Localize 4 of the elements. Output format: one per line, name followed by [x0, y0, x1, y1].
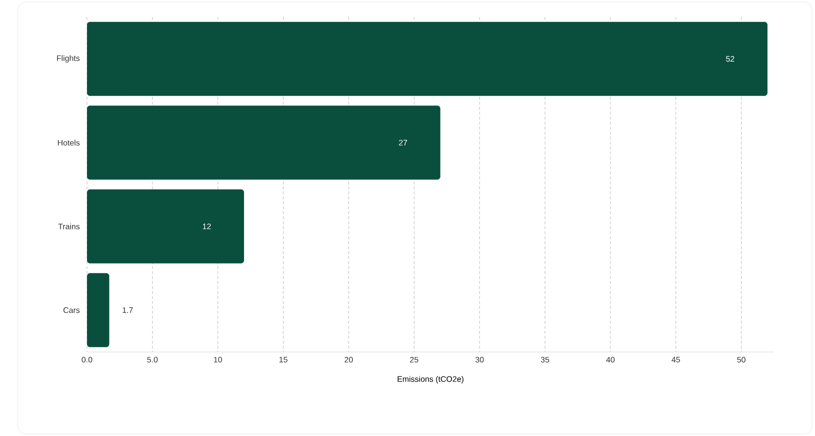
- bar: [87, 273, 110, 348]
- bar: [87, 106, 440, 180]
- bar: [87, 22, 768, 96]
- bar: [87, 189, 244, 264]
